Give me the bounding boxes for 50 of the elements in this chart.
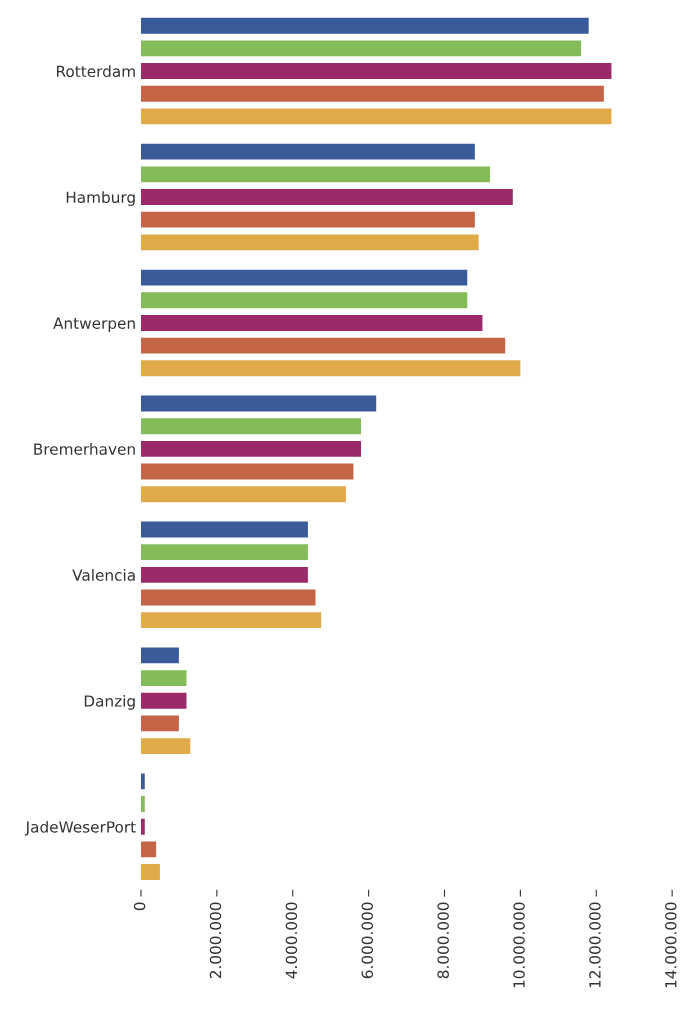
y-tick-label: Hamburg bbox=[66, 191, 135, 206]
bar bbox=[140, 670, 187, 687]
y-tick-label: Danzig bbox=[84, 694, 135, 710]
y-tick-label: Valencia bbox=[72, 569, 135, 581]
y-tick-label: Bremerhaven bbox=[34, 443, 135, 455]
bar bbox=[140, 108, 612, 125]
bar bbox=[140, 647, 179, 664]
bar bbox=[140, 395, 377, 412]
bar bbox=[140, 337, 506, 354]
bar bbox=[140, 315, 483, 331]
bar bbox=[140, 166, 491, 183]
bar bbox=[140, 234, 479, 251]
y-tick-label: JadeWeserPort bbox=[24, 820, 136, 836]
bar bbox=[140, 864, 160, 880]
y-tick-label: Rotterdam bbox=[56, 65, 135, 78]
bar bbox=[140, 486, 346, 503]
bar bbox=[140, 738, 191, 755]
bar bbox=[140, 463, 354, 480]
x-tick-label: 12.000.000 bbox=[589, 902, 601, 988]
y-tick-label: Antwerpen bbox=[53, 317, 135, 332]
bar bbox=[140, 269, 468, 286]
bar bbox=[140, 818, 145, 835]
bar bbox=[140, 418, 362, 435]
bar bbox=[140, 211, 475, 228]
bar bbox=[140, 360, 521, 377]
bar bbox=[140, 692, 187, 709]
bar bbox=[140, 612, 322, 629]
x-tick-label: 8.000.000 bbox=[437, 902, 449, 979]
x-tick-label: 0 bbox=[133, 902, 146, 911]
bar bbox=[140, 63, 612, 79]
bar bbox=[140, 566, 308, 583]
x-tick-label: 14.000.000 bbox=[665, 902, 677, 988]
bar bbox=[140, 715, 179, 732]
bar bbox=[140, 544, 308, 561]
bar bbox=[140, 17, 589, 34]
bar bbox=[140, 773, 145, 790]
x-tick-label: 10.000.000 bbox=[513, 902, 525, 988]
bar bbox=[140, 143, 475, 160]
bar bbox=[140, 841, 157, 858]
bar bbox=[140, 796, 145, 812]
x-tick-label: 4.000.000 bbox=[285, 902, 298, 979]
bar bbox=[140, 440, 362, 457]
bar bbox=[140, 589, 316, 606]
x-tick-label: 6.000.000 bbox=[361, 902, 374, 979]
bar bbox=[140, 40, 582, 57]
bar bbox=[140, 521, 308, 538]
bar bbox=[140, 189, 513, 205]
bar bbox=[140, 85, 604, 102]
bar bbox=[140, 292, 468, 309]
x-tick-label: 2.000.000 bbox=[209, 902, 222, 979]
